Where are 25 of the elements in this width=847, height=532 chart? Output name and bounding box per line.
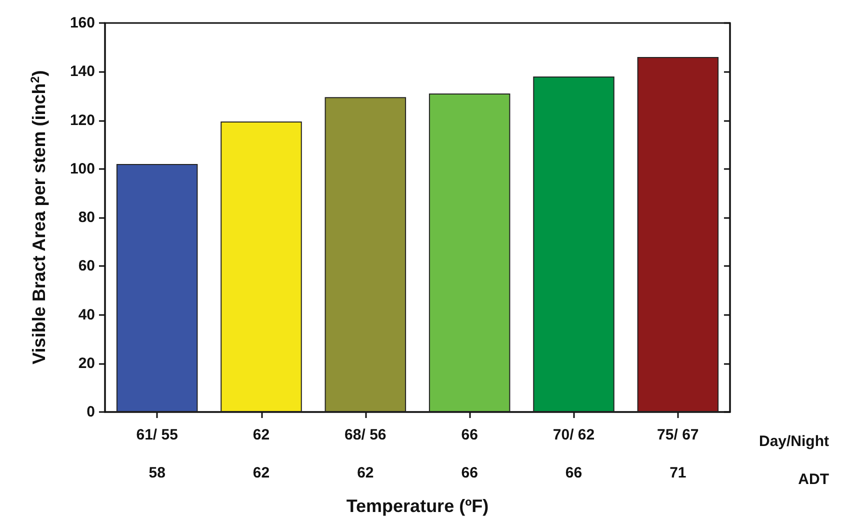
category-label: 66 66: [461, 426, 478, 482]
category-label: 68/ 56 62: [344, 426, 386, 482]
text: ADT: [798, 471, 829, 488]
y-tick-label: 40: [78, 306, 95, 324]
bar: [637, 57, 719, 412]
y-tick-label: 160: [70, 14, 95, 32]
y-tick-label: 80: [78, 209, 95, 226]
category-label: 75/ 67 71: [657, 426, 699, 482]
y-tick-label: 140: [70, 63, 95, 80]
category-label: 61/ 55 58: [136, 426, 178, 482]
x-axis-title: Temperature (ºF): [346, 496, 489, 516]
category-label: 70/ 62 66: [552, 426, 595, 482]
y-tick-label: 60: [78, 258, 95, 275]
bar: [324, 97, 406, 412]
y-tick-label: 20: [78, 354, 95, 372]
text: Day/Night: [758, 433, 830, 450]
bar: [533, 76, 614, 412]
y-tick-label: 120: [70, 112, 95, 129]
y-tick-label: 100: [70, 160, 95, 178]
bar: [116, 164, 198, 412]
y-tick-label: 0: [86, 404, 95, 420]
bar: [428, 94, 510, 412]
category-label: 62 62: [252, 426, 270, 482]
bar: [220, 121, 302, 412]
y-axis-title: Visible Bract Area per stem (inch2): [28, 70, 49, 364]
